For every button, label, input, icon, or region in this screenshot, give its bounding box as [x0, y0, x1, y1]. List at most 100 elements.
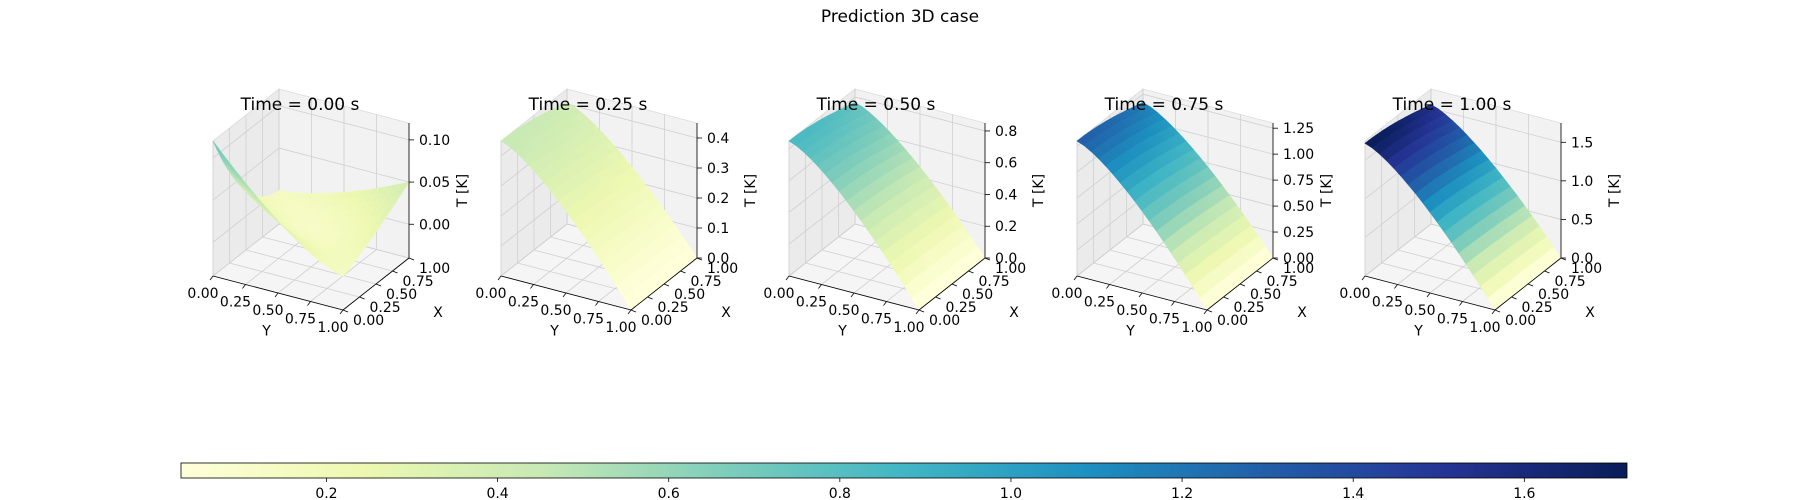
- grid-line: [245, 249, 377, 285]
- grid-line: [278, 147, 410, 183]
- y-tick-label: 0.50: [1404, 303, 1435, 319]
- colorbar-gradient: [180, 462, 1628, 479]
- surface: [1076, 102, 1274, 311]
- x-tick: [968, 270, 974, 274]
- y-tick: [1491, 309, 1496, 315]
- x-tick-label: 1.00: [1283, 261, 1314, 277]
- x-tick: [918, 309, 925, 313]
- z-tick-label: 0.4: [995, 187, 1017, 203]
- y-tick: [242, 284, 246, 289]
- x-tick: [342, 309, 349, 313]
- grid-line: [500, 223, 568, 277]
- z-tick-label: 0.2: [995, 219, 1017, 235]
- grid-line: [1076, 223, 1144, 277]
- y-tick: [915, 309, 920, 315]
- x-tick: [1494, 309, 1501, 313]
- x-axis-label: X: [1585, 305, 1595, 321]
- y-tick-label: 0.75: [1437, 312, 1468, 328]
- colorbar-tick-label: 0.8: [829, 486, 851, 500]
- x-tick-label: 0.50: [962, 287, 993, 303]
- z-axis-label: T [K]: [1031, 174, 1047, 208]
- y-tick: [1203, 309, 1208, 315]
- z-tick-label: 0.0: [1571, 251, 1593, 267]
- y-tick: [850, 292, 855, 298]
- x-tick-label: 0.00: [929, 313, 960, 329]
- z-axis-label: T [K]: [455, 174, 471, 208]
- y-axis-label: Y: [837, 323, 847, 339]
- z-tick-label: 1.25: [1283, 121, 1314, 137]
- surface: [1364, 104, 1562, 311]
- y-axis-label: Y: [1125, 323, 1135, 339]
- y-tick: [1138, 292, 1143, 298]
- x-tick: [951, 283, 958, 287]
- y-tick-label: 0.25: [1084, 295, 1115, 311]
- x-tick-label: 0.00: [353, 313, 384, 329]
- y-tick: [818, 284, 822, 289]
- x-tick: [647, 296, 653, 300]
- grid-line: [278, 105, 410, 141]
- y-tick: [1394, 284, 1398, 289]
- x-tick: [1527, 283, 1534, 287]
- panel-3: 0.000.250.500.751.00Y0.000.250.500.751.0…: [763, 88, 1047, 339]
- y-tick-label: 0.50: [1116, 303, 1147, 319]
- x-tick: [1239, 283, 1246, 287]
- panel-title: Time = 0.50 s: [816, 95, 936, 115]
- grid-line: [854, 96, 986, 132]
- y-tick-label: 1.00: [605, 320, 636, 336]
- x-tick: [375, 283, 382, 287]
- z-tick-label: 1.00: [1283, 147, 1314, 163]
- colorbar-tick-label: 1.0: [1000, 486, 1022, 500]
- z-tick-label: 0.6: [995, 156, 1017, 172]
- x-tick-label: 0.75: [691, 274, 722, 290]
- y-tick-label: 0.50: [828, 303, 859, 319]
- x-tick-label: 0.25: [1234, 300, 1265, 316]
- colorbar-tick-label: 0.6: [658, 486, 680, 500]
- grid-line: [212, 147, 280, 201]
- z-tick-label: 1.5: [1571, 135, 1593, 151]
- y-tick-label: 0.25: [1372, 295, 1403, 311]
- z-tick-label: 0.3: [707, 161, 729, 177]
- colorbar-tick-label: 1.2: [1171, 486, 1193, 500]
- z-axis-label: T [K]: [1319, 174, 1335, 208]
- y-tick: [1459, 301, 1463, 306]
- y-tick: [1106, 284, 1110, 289]
- y-tick-label: 0.75: [1149, 312, 1180, 328]
- y-tick: [595, 301, 599, 306]
- panel-title: Time = 0.00 s: [240, 95, 360, 115]
- x-tick-label: 0.75: [1267, 274, 1298, 290]
- colorbar: 0.2 0.4 0.6 0.8 1.0 1.2 1.4 1.6: [180, 462, 1628, 500]
- x-tick-label: 0.25: [370, 300, 401, 316]
- y-tick: [785, 275, 790, 281]
- x-tick: [935, 296, 941, 300]
- x-tick-label: 1.00: [1571, 261, 1602, 277]
- x-tick: [1511, 296, 1517, 300]
- x-tick: [630, 309, 637, 313]
- z-tick-label: 0.4: [707, 131, 729, 147]
- y-tick-label: 0.00: [475, 286, 506, 302]
- grid-line: [1076, 197, 1144, 251]
- z-tick-label: 0.2: [707, 191, 729, 207]
- y-tick: [530, 284, 534, 289]
- y-tick: [1171, 301, 1175, 306]
- x-tick-label: 0.00: [1217, 313, 1248, 329]
- surface: [212, 140, 410, 277]
- z-tick-label: 0.05: [419, 175, 450, 191]
- x-tick: [663, 283, 670, 287]
- surface: [500, 102, 698, 311]
- panel-4: 0.000.250.500.751.00Y0.000.250.500.751.0…: [1051, 88, 1335, 339]
- panel-title: Time = 0.25 s: [528, 95, 648, 115]
- figure-title: Prediction 3D case: [820, 7, 980, 27]
- y-tick: [1073, 275, 1078, 281]
- z-tick-label: 0.00: [1283, 251, 1314, 267]
- x-tick: [1206, 309, 1213, 313]
- y-tick-label: 0.25: [508, 295, 539, 311]
- colorbar-tick-label: 0.4: [486, 486, 508, 500]
- grid-line: [1430, 107, 1562, 143]
- x-tick: [359, 296, 365, 300]
- z-axis-label: T [K]: [1607, 174, 1623, 208]
- panel-title: Time = 1.00 s: [1392, 95, 1512, 115]
- z-tick-label: 0.0: [707, 251, 729, 267]
- y-tick-label: 1.00: [317, 320, 348, 336]
- y-axis-label: Y: [1413, 323, 1423, 339]
